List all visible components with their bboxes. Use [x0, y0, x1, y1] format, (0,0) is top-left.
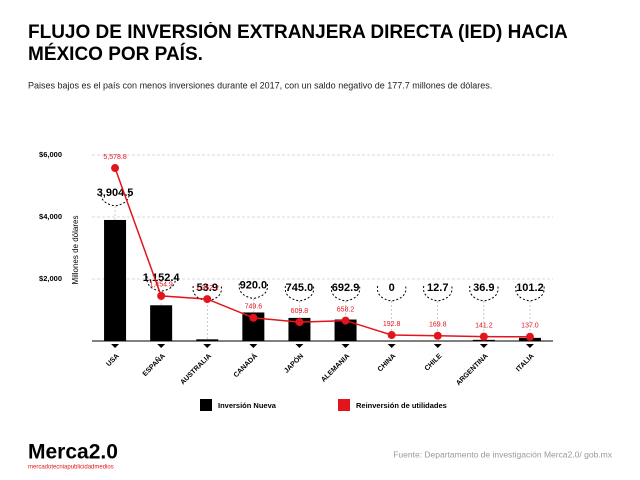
line-point — [295, 318, 304, 327]
legend-label: Inversión Nueva — [218, 401, 277, 410]
tick-marker — [479, 344, 488, 348]
line-point — [525, 332, 534, 341]
line-value-label: 1,352.2 — [196, 285, 219, 292]
line-point — [249, 313, 258, 322]
label-bracket — [330, 285, 361, 302]
tick-marker — [387, 344, 396, 348]
line-point — [111, 164, 120, 173]
line-point — [387, 331, 396, 340]
legend-swatch — [338, 399, 350, 411]
label-bracket — [100, 190, 130, 207]
legend-swatch — [200, 399, 212, 411]
line-point — [433, 331, 442, 340]
tick-marker — [157, 344, 166, 348]
bar-value-label: 12.7 — [427, 282, 448, 294]
tick-marker — [525, 344, 534, 348]
label-bracket — [423, 285, 453, 302]
label-bracket — [515, 285, 545, 302]
label-bracket — [238, 283, 269, 299]
bar-value-label: 920.0 — [240, 279, 268, 291]
line-value-label: 5,578.8 — [103, 154, 126, 161]
label-bracket — [192, 285, 222, 302]
bar-value-label: 101.2 — [516, 282, 544, 294]
bar — [334, 319, 357, 341]
line-value-label: 137.0 — [521, 323, 539, 330]
tick-marker — [203, 344, 212, 348]
line-value-label: 169.8 — [429, 322, 447, 329]
y-tick-label: $2,000 — [39, 274, 62, 283]
chart-title: FLUJO DE INVERSIÓN EXTRANJERA DIRECTA (I… — [28, 22, 568, 65]
bar — [150, 305, 173, 341]
line-value-label: 192.8 — [383, 321, 401, 328]
label-bracket — [469, 285, 499, 302]
title-box: FLUJO DE INVERSIÓN EXTRANJERA DIRECTA (I… — [28, 22, 568, 65]
label-bracket — [376, 285, 407, 302]
bar-value-label: 36.9 — [473, 282, 494, 294]
tick-marker — [111, 344, 120, 348]
line — [114, 167, 530, 338]
label-bracket — [284, 285, 315, 302]
y-tick-label: $4,000 — [39, 212, 62, 221]
line-value-label: 609.8 — [291, 308, 309, 315]
tick-marker — [433, 344, 442, 348]
line-point — [341, 316, 350, 325]
line-point — [157, 291, 166, 300]
line-value-label: 749.6 — [245, 304, 263, 311]
logo: Merca2.0 — [28, 441, 118, 464]
tick-marker — [341, 344, 350, 348]
bar — [288, 317, 311, 341]
line-value-label: 1,454.9 — [149, 282, 172, 289]
bar — [242, 312, 265, 341]
bar-value-label: 3,904.5 — [97, 187, 134, 199]
tick-marker — [249, 344, 258, 348]
logo-tagline: mercadotecniapublicidadmedios — [28, 465, 114, 471]
tick-marker — [295, 344, 304, 348]
bar-value-label: 1,152.4 — [143, 272, 181, 284]
label-bracket — [146, 276, 176, 292]
y-axis-label: Millones de dólares — [71, 216, 80, 285]
line-point — [203, 295, 212, 304]
y-tick-label: $6,000 — [39, 150, 62, 159]
line-value-label: 141.2 — [475, 322, 493, 329]
bar-value-label: 0 — [389, 282, 395, 294]
bar — [104, 219, 127, 341]
bar-value-label: 692.9 — [332, 282, 360, 294]
legend-label: Reinversión de utilidades — [356, 401, 447, 410]
bar — [196, 339, 219, 341]
bar-value-label: 53.9 — [197, 282, 218, 294]
source: Fuente: Departamento de investigación Me… — [393, 449, 613, 459]
line-point — [479, 332, 488, 341]
bar-value-label: 745.0 — [286, 282, 314, 294]
chart-subtitle: Paises bajos es el país con menos invers… — [28, 80, 492, 90]
line-value-label: 658.2 — [337, 306, 355, 313]
